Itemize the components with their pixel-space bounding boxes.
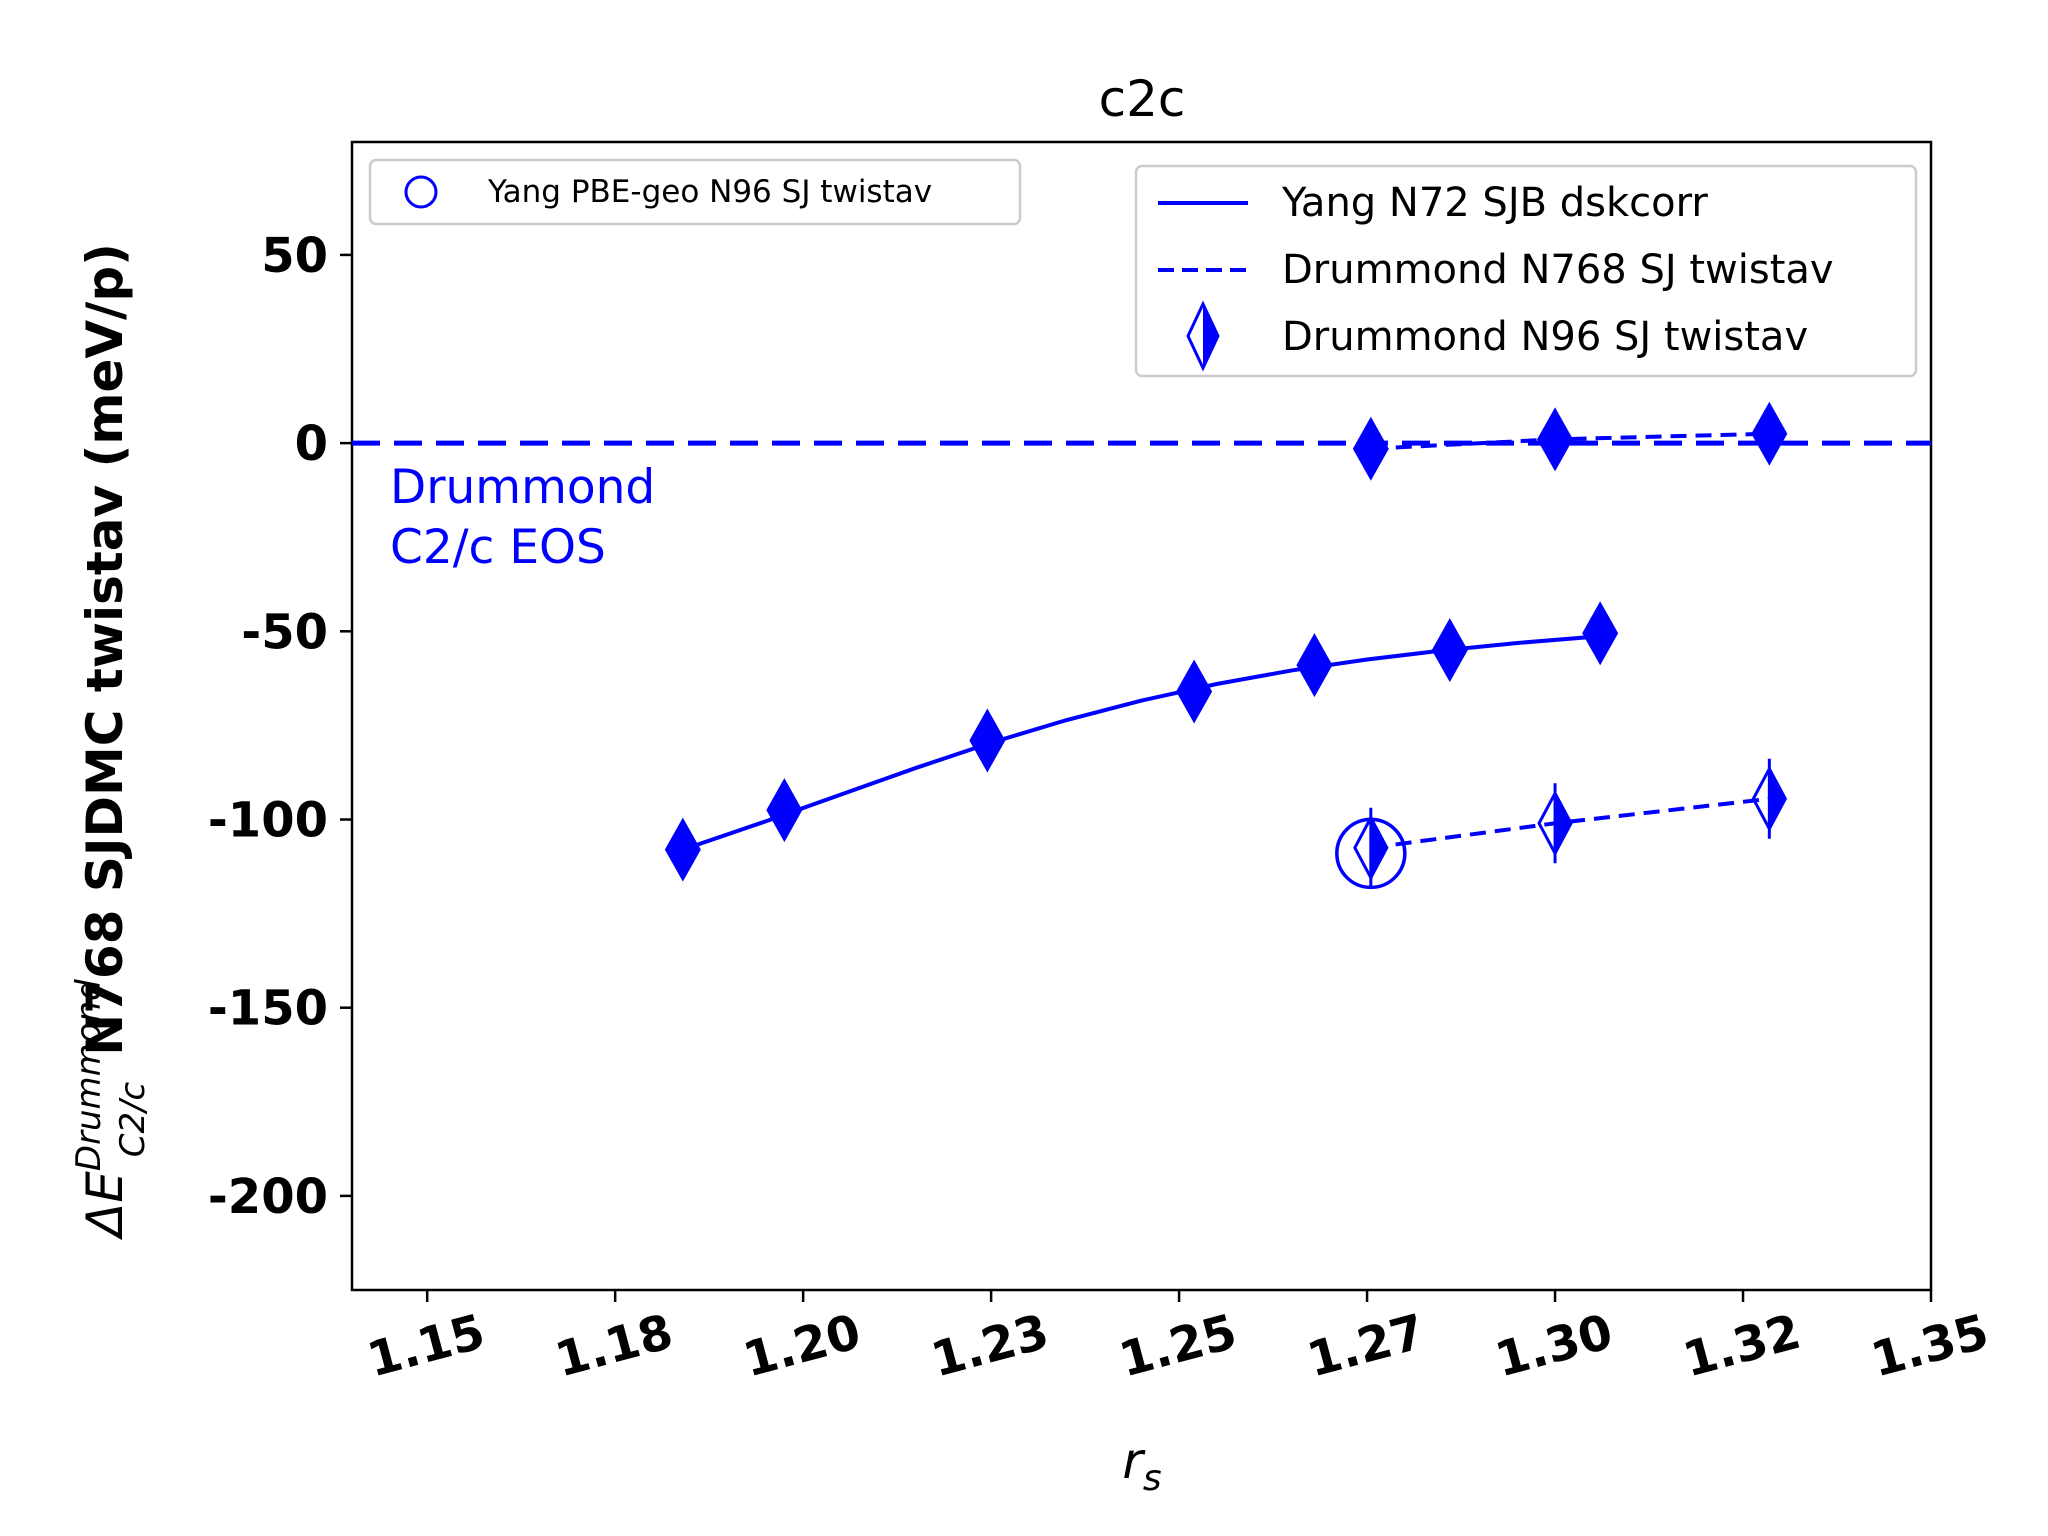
point-s0-4	[1296, 633, 1333, 698]
legend-half-diamond-icon	[1186, 300, 1220, 372]
point-s3-0	[1335, 817, 1407, 890]
point-s1-0	[1352, 416, 1389, 481]
legend-main-label-2: Drummond N96 SJ twistav	[1282, 314, 1808, 360]
half-diamond-outline	[1353, 814, 1389, 881]
point-s1-2	[1751, 401, 1788, 466]
y-axis-label: ΔEDrummond C2/c N768 SJDMC twistav (meV/p)	[69, 243, 153, 1241]
plot-area	[350, 140, 1933, 1292]
legend-open-circle-icon	[404, 175, 438, 209]
y-label-prefix: ΔE	[76, 1171, 134, 1241]
annotation-line-2: C2/c EOS	[390, 520, 606, 575]
half-diamond-outline	[1751, 765, 1788, 832]
half-diamond-fill	[1370, 817, 1387, 878]
point-s0-2	[969, 708, 1006, 773]
half-diamond-outline	[1537, 790, 1573, 857]
y-tick-label: -150	[208, 981, 328, 1037]
point-s2-2	[1751, 758, 1788, 839]
half-diamond-fill	[1769, 768, 1786, 829]
legend-main-label-0: Yang N72 SJB dskcorr	[1281, 180, 1708, 226]
y-label-main: N768 SJDMC twistav (meV/p)	[76, 243, 134, 1056]
y-tick-label: -50	[241, 604, 328, 660]
point-s0-3	[1176, 659, 1213, 724]
point-s0-5	[1431, 618, 1468, 683]
y-tick-label: -100	[208, 793, 328, 849]
point-s0-6	[1582, 601, 1619, 666]
point-s0-1	[766, 778, 803, 843]
annotation-line-1: Drummond	[390, 460, 655, 515]
legend-secondary-label-0: Yang PBE-geo N96 SJ twistav	[487, 174, 932, 210]
y-tick-label: -200	[208, 1169, 328, 1225]
half-diamond-fill	[1555, 793, 1572, 854]
y-tick-label: 50	[261, 228, 328, 284]
y-label-super: Drummond	[69, 979, 109, 1171]
y-tick-label: 0	[295, 416, 328, 472]
point-s1-1	[1537, 407, 1574, 472]
legend-main: Yang N72 SJB dskcorr Drummond N768 SJ tw…	[1134, 164, 1918, 378]
x-axis-label: rs	[1122, 1432, 1161, 1499]
legend-secondary: Yang PBE-geo N96 SJ twistav	[368, 158, 1022, 226]
chart-title: c2c	[1099, 70, 1186, 128]
point-s2-1	[1537, 783, 1573, 864]
y-label-sub: C2/c	[113, 1081, 153, 1157]
point-s0-0	[664, 817, 701, 882]
series-markers	[664, 401, 1788, 890]
legend-main-label-1: Drummond N768 SJ twistav	[1282, 247, 1834, 293]
